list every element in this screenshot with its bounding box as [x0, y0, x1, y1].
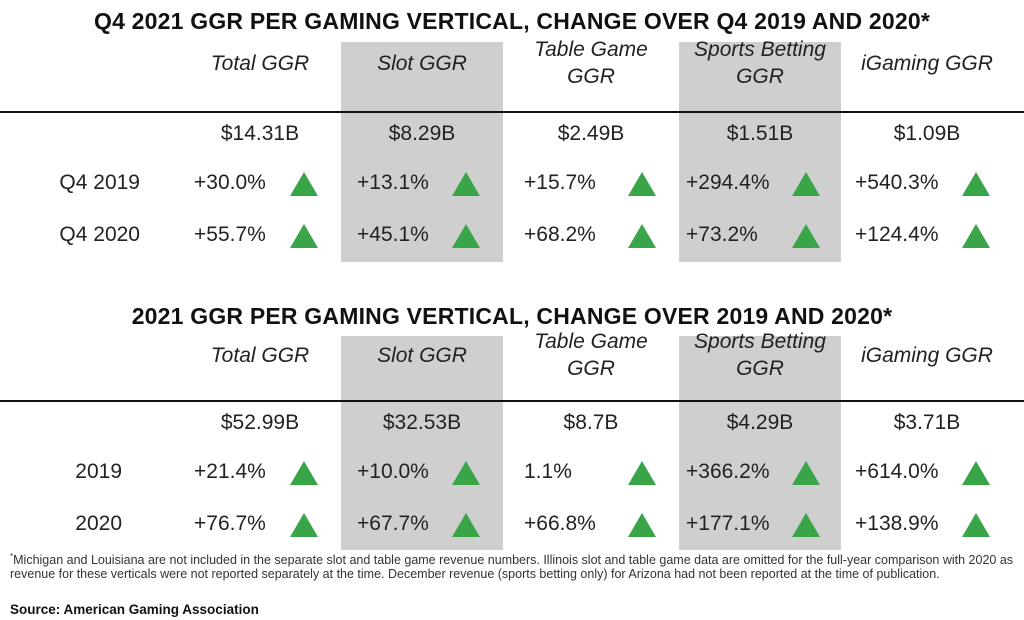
source-label: Source: American Gaming Association: [10, 602, 259, 617]
total-value: $3.71B: [893, 411, 961, 434]
up-arrow-icon: [290, 461, 318, 485]
change-value: +30.0%: [194, 171, 266, 194]
header-rule: [0, 111, 1024, 113]
change-value: +73.2%: [686, 223, 758, 246]
table-title: Q4 2021 GGR PER GAMING VERTICAL, CHANGE …: [94, 8, 930, 34]
up-arrow-icon: [628, 461, 656, 485]
up-arrow-icon: [290, 172, 318, 196]
change-value: +614.0%: [855, 460, 939, 483]
table-title: 2021 GGR PER GAMING VERTICAL, CHANGE OVE…: [131, 303, 893, 329]
change-value: +45.1%: [357, 223, 429, 246]
change-value: +67.7%: [357, 512, 429, 535]
column-header: iGaming GGR: [861, 344, 993, 367]
up-arrow-icon: [792, 224, 820, 248]
up-arrow-icon: [290, 224, 318, 248]
change-value: +138.9%: [855, 512, 939, 535]
column-header: Total GGR: [210, 344, 310, 367]
row-label: Q4 2020: [59, 223, 140, 246]
up-arrow-icon: [792, 461, 820, 485]
column-header: Table Game GGR: [534, 330, 648, 380]
up-arrow-icon: [452, 513, 480, 537]
total-value: $8.7B: [563, 411, 619, 434]
column-header: Table Game GGR: [534, 38, 648, 88]
change-value: +21.4%: [194, 460, 266, 483]
change-value: +540.3%: [855, 171, 939, 194]
footnote-text: Michigan and Louisiana are not included …: [10, 553, 1014, 582]
up-arrow-icon: [962, 224, 990, 248]
up-arrow-icon: [628, 513, 656, 537]
change-value: +13.1%: [357, 171, 429, 194]
up-arrow-icon: [962, 513, 990, 537]
footnote: *Michigan and Louisiana are not included…: [10, 550, 1014, 581]
up-arrow-icon: [792, 172, 820, 196]
change-value: +68.2%: [524, 223, 596, 246]
row-label: 2019: [75, 460, 122, 483]
total-value: $8.29B: [388, 122, 456, 145]
change-value: +294.4%: [686, 171, 770, 194]
total-value: $4.29B: [726, 411, 794, 434]
up-arrow-icon: [792, 513, 820, 537]
change-value: +366.2%: [686, 460, 770, 483]
total-value: $1.51B: [726, 122, 794, 145]
column-header: Slot GGR: [377, 52, 467, 75]
column-header: iGaming GGR: [861, 52, 993, 75]
header-rule: [0, 400, 1024, 402]
total-value: $52.99B: [220, 411, 300, 434]
full-year-table: 2021 GGR PER GAMING VERTICAL, CHANGE OVE…: [0, 300, 1024, 550]
up-arrow-icon: [452, 224, 480, 248]
total-value: $14.31B: [220, 122, 300, 145]
up-arrow-icon: [962, 461, 990, 485]
change-value: 1.1%: [524, 460, 572, 483]
q4-table: Q4 2021 GGR PER GAMING VERTICAL, CHANGE …: [0, 0, 1024, 268]
up-arrow-icon: [628, 172, 656, 196]
total-value: $32.53B: [382, 411, 462, 434]
up-arrow-icon: [452, 172, 480, 196]
change-value: +10.0%: [357, 460, 429, 483]
footnote-marker: *: [10, 552, 14, 561]
total-value: $1.09B: [893, 122, 961, 145]
up-arrow-icon: [628, 224, 656, 248]
total-value: $2.49B: [557, 122, 625, 145]
change-value: +55.7%: [194, 223, 266, 246]
change-value: +177.1%: [686, 512, 770, 535]
row-label: Q4 2019: [59, 171, 140, 194]
change-value: +66.8%: [524, 512, 596, 535]
column-header: Sports Betting GGR: [694, 38, 826, 88]
up-arrow-icon: [962, 172, 990, 196]
column-header: Total GGR: [210, 52, 310, 75]
column-header: Slot GGR: [377, 344, 467, 367]
change-value: +15.7%: [524, 171, 596, 194]
up-arrow-icon: [452, 461, 480, 485]
up-arrow-icon: [290, 513, 318, 537]
change-value: +76.7%: [194, 512, 266, 535]
row-label: 2020: [75, 512, 122, 535]
column-header: Sports Betting GGR: [694, 330, 826, 380]
change-value: +124.4%: [855, 223, 939, 246]
